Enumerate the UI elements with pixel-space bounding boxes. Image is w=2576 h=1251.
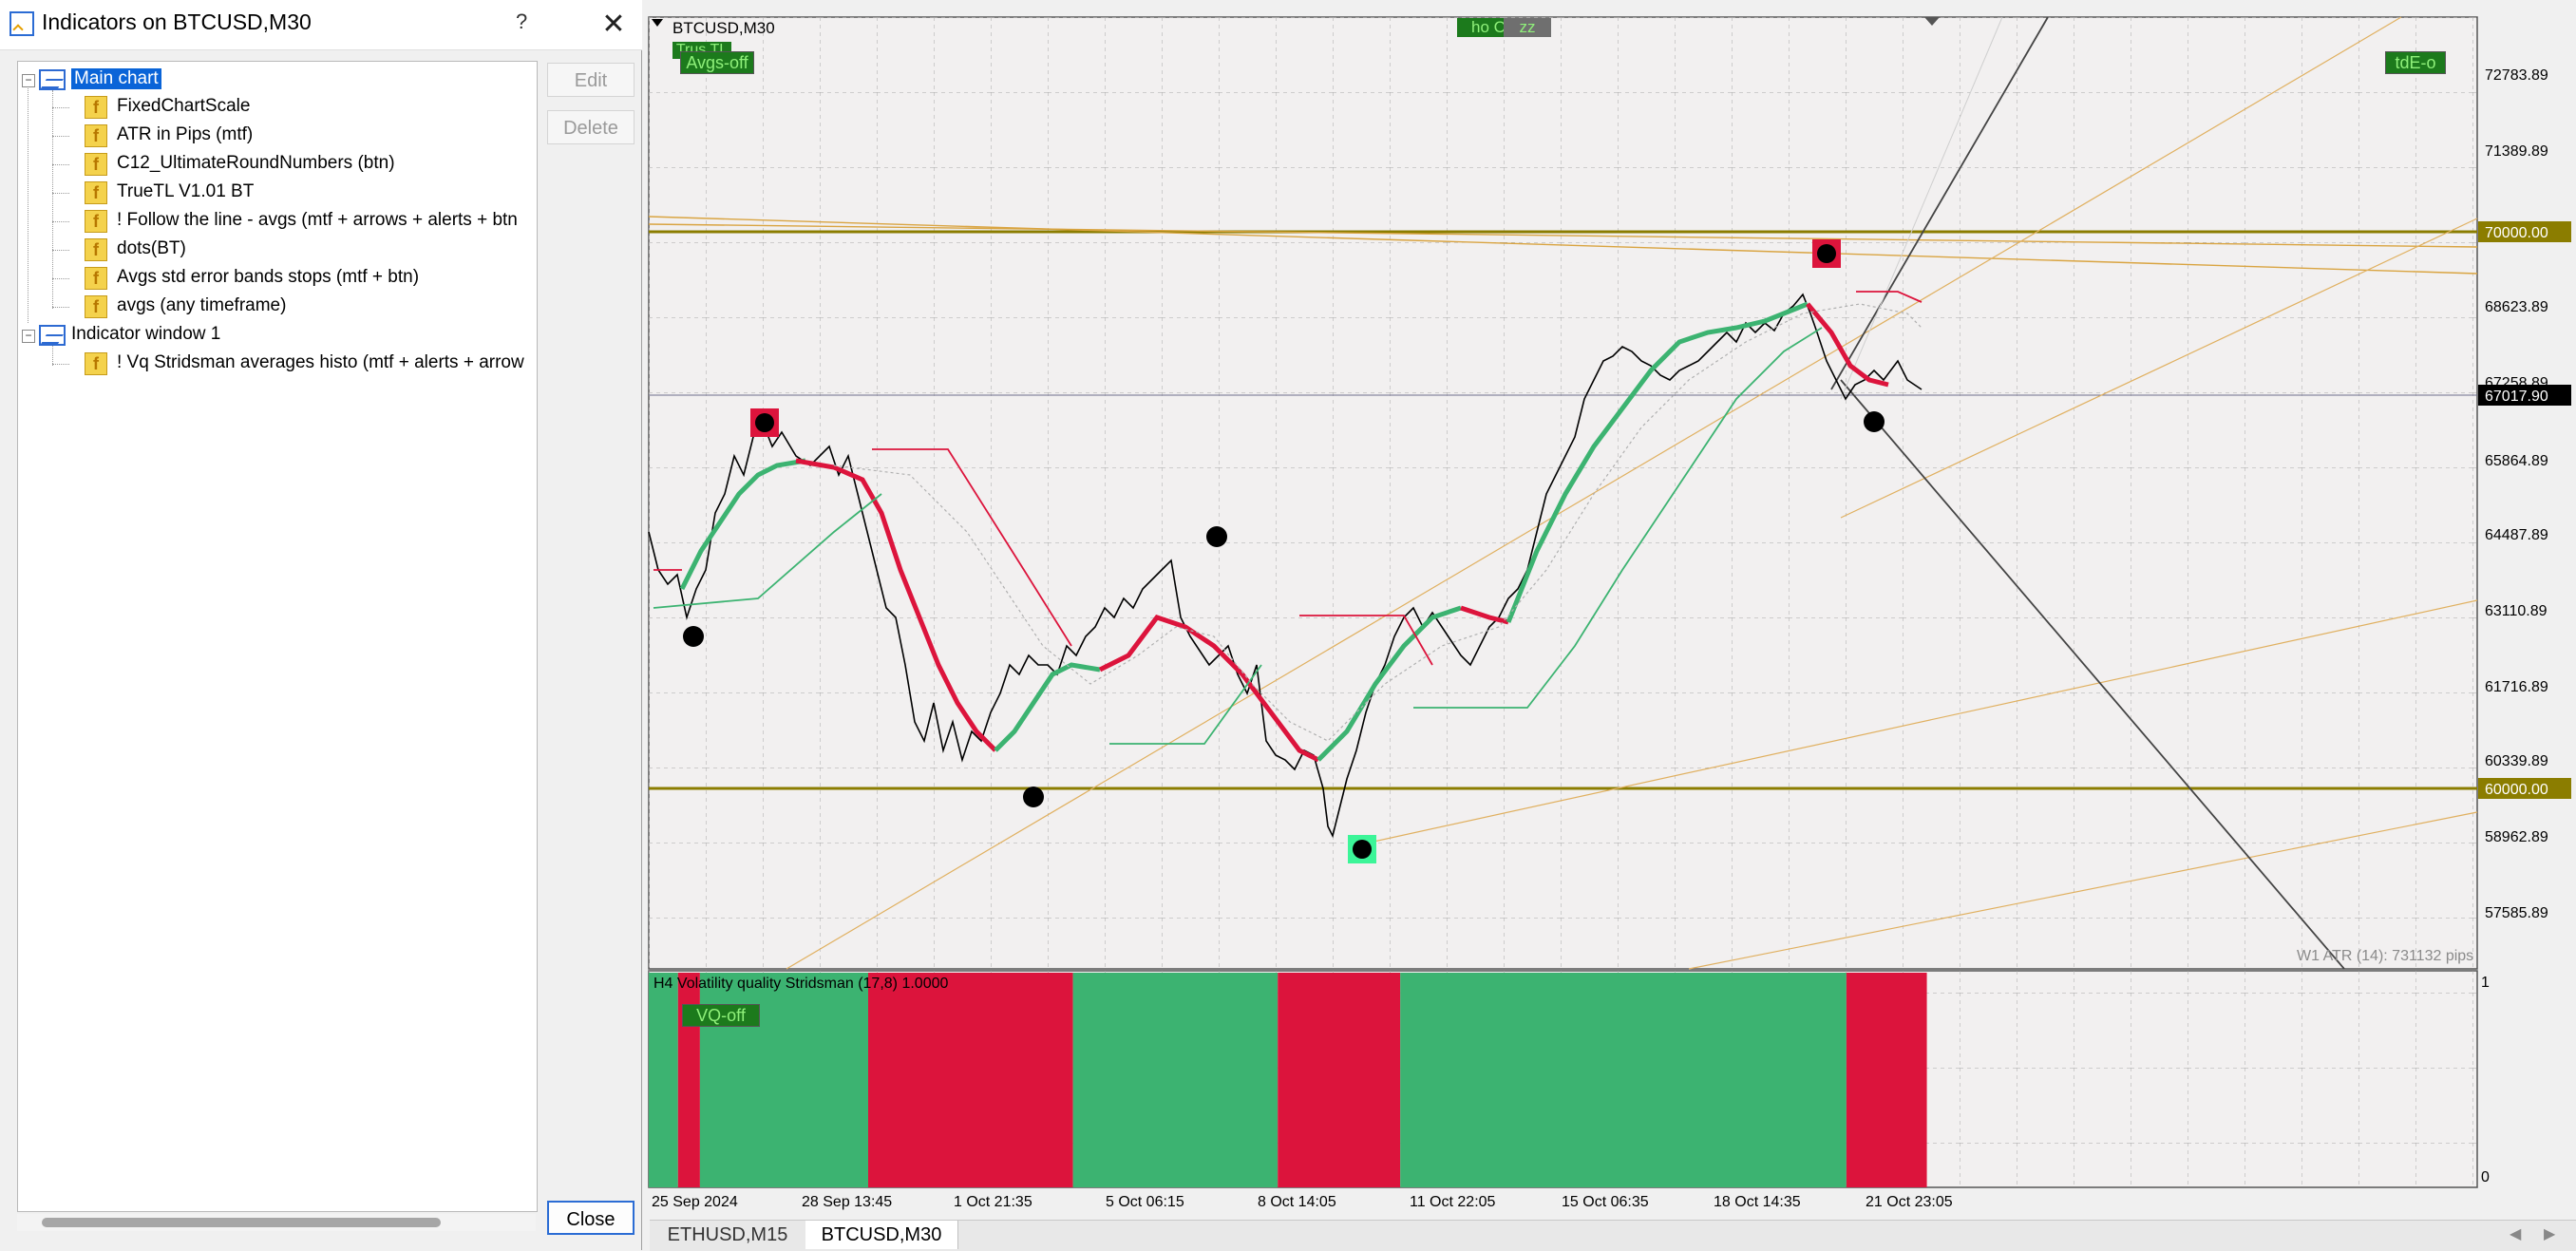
help-button[interactable]: ?: [516, 9, 528, 33]
chart-menu-icon[interactable]: [652, 19, 663, 27]
edit-button[interactable]: Edit: [547, 63, 635, 97]
subwindow-scale-min: 0: [2481, 1169, 2490, 1185]
price-label: 68623.89: [2485, 299, 2548, 315]
chart-shift-marker-icon[interactable]: [1924, 17, 1940, 26]
price-label: 60339.89: [2485, 753, 2548, 769]
chart-tabs: ETHUSD,M15 BTCUSD,M30 ◀ ▶: [650, 1220, 2576, 1251]
tree-item-indicator[interactable]: FixedChartScale: [117, 96, 251, 116]
subwindow-title: H4 Volatility quality Stridsman (17,8) 1…: [653, 976, 949, 992]
price-axis[interactable]: 72783.8971389.8970000.0068623.8967258.89…: [2478, 67, 2571, 921]
histo-segment-up: [1400, 973, 1847, 1187]
indicator-icon: f: [85, 181, 107, 204]
time-label: 21 Oct 23:05: [1866, 1194, 1953, 1210]
signal-markers: [683, 239, 1885, 863]
indicator-icon: f: [85, 267, 107, 290]
indicator-icon: f: [85, 352, 107, 375]
delete-button[interactable]: Delete: [547, 110, 635, 144]
tree-item-indicator[interactable]: C12_UltimateRoundNumbers (btn): [117, 153, 395, 173]
indicator-icon: f: [85, 295, 107, 318]
subwindow-scale-max: 1: [2481, 975, 2490, 991]
indicator-icon: f: [85, 124, 107, 147]
time-label: 11 Oct 22:05: [1410, 1194, 1496, 1210]
indicator-icon: f: [85, 153, 107, 176]
close-button[interactable]: Close: [547, 1201, 635, 1235]
vq-toggle-button[interactable]: VQ-off: [682, 1004, 760, 1027]
histo-segment-down: [1846, 973, 1927, 1187]
price-label: 60000.00: [2485, 782, 2548, 798]
price-label: 72783.89: [2485, 67, 2548, 84]
tab-scroll-right-icon[interactable]: ▶: [2544, 1226, 2556, 1242]
price-series: [648, 293, 1923, 839]
green-average-line: [679, 458, 806, 591]
time-label: 18 Oct 14:35: [1714, 1194, 1801, 1210]
dialog-title: Indicators on BTCUSD,M30: [42, 9, 312, 34]
indicator-icon: f: [85, 238, 107, 261]
tree-node-indicator-window[interactable]: Indicator window 1: [71, 324, 221, 344]
time-label: 1 Oct 21:35: [954, 1194, 1032, 1210]
close-icon[interactable]: ✕: [601, 9, 626, 40]
tab-btcusd-m30[interactable]: BTCUSD,M30: [805, 1221, 958, 1249]
time-label: 8 Oct 14:05: [1258, 1194, 1336, 1210]
zigzag-toggle-button[interactable]: zz: [1504, 18, 1551, 37]
indicator-icon: f: [85, 210, 107, 233]
scrollbar-thumb[interactable]: [42, 1218, 441, 1227]
price-label: 65864.89: [2485, 453, 2548, 469]
time-label: 15 Oct 06:35: [1562, 1194, 1649, 1210]
tree-connector: [52, 337, 53, 366]
indicators-dialog: Indicators on BTCUSD,M30 ? ✕ − Main char…: [0, 0, 642, 1250]
time-label: 5 Oct 06:15: [1106, 1194, 1184, 1210]
tree-item-indicator[interactable]: ATR in Pips (mtf): [117, 124, 254, 144]
tree-item-indicator[interactable]: avgs (any timeframe): [117, 295, 287, 315]
tree-item-indicator[interactable]: ! Follow the line - avgs (mtf + arrows +…: [117, 210, 518, 230]
chart-area: 72783.89 71389.89 70000.00 68623.89 67258.89…: [644, 0, 2576, 1250]
tree-item-indicator[interactable]: dots(BT): [117, 238, 186, 258]
tree-horizontal-scrollbar[interactable]: [17, 1214, 536, 1231]
price-tag-box: [2478, 221, 2571, 242]
tree-item-indicator[interactable]: Avgs std error bands stops (mtf + btn): [117, 267, 420, 287]
price-label: 64487.89: [2485, 527, 2548, 543]
avgs-toggle-button[interactable]: Avgs-off: [680, 51, 754, 74]
red-average-line: [795, 458, 997, 752]
atr-readout: W1 ATR (14): 731132 pips: [2297, 948, 2474, 964]
trendlines: [648, 16, 2478, 970]
price-label: 61716.89: [2485, 679, 2548, 695]
price-label: 57585.89: [2485, 905, 2548, 921]
chart-canvas[interactable]: 72783.8971389.8970000.0068623.8967258.89…: [644, 0, 2576, 1220]
tab-scroll-left-icon[interactable]: ◀: [2510, 1226, 2522, 1242]
price-label: 58962.89: [2485, 829, 2548, 845]
histo-segment-down: [868, 973, 1073, 1187]
time-axis[interactable]: 25 Sep 2024 28 Sep 13:45 1 Oct 21:35 5 Oct …: [652, 1194, 1953, 1210]
price-tag-box: [2478, 778, 2571, 799]
collapse-indicator-window-toggle[interactable]: −: [22, 330, 35, 343]
tree-connector: [52, 90, 53, 309]
time-label: 25 Sep 2024: [652, 1194, 738, 1210]
price-label: 67017.90: [2485, 389, 2548, 405]
chart-symbol-label: BTCUSD,M30: [672, 19, 775, 37]
tab-ethusd-m15[interactable]: ETHUSD,M15: [650, 1221, 806, 1249]
histo-segment-up: [1072, 973, 1279, 1187]
chart-window-icon: [39, 69, 66, 90]
histo-segment-down: [1278, 973, 1401, 1187]
vq-histogram: [649, 973, 1927, 1187]
chart-window-icon: [39, 325, 66, 346]
indicators-tree: − Main chart f FixedChartScale f ATR in …: [17, 61, 538, 1212]
tree-node-main-chart[interactable]: Main chart: [71, 68, 161, 89]
tde-toggle-button[interactable]: tdE-o: [2385, 51, 2446, 74]
tree-item-indicator[interactable]: TrueTL V1.01 BT: [117, 181, 255, 201]
dialog-titlebar: Indicators on BTCUSD,M30 ? ✕: [0, 0, 642, 50]
price-label: 70000.00: [2485, 225, 2548, 241]
histo-segment-up: [649, 973, 678, 1187]
price-label: 63110.89: [2485, 603, 2548, 619]
indicator-icon: f: [85, 96, 107, 119]
collapse-main-chart-toggle[interactable]: −: [22, 74, 35, 87]
tree-item-indicator[interactable]: ! Vq Stridsman averages histo (mtf + ale…: [117, 352, 524, 372]
indicators-window-icon: [9, 11, 34, 36]
price-label: 71389.89: [2485, 143, 2548, 160]
price-tag-box: [2478, 385, 2571, 406]
time-label: 28 Sep 13:45: [802, 1194, 892, 1210]
